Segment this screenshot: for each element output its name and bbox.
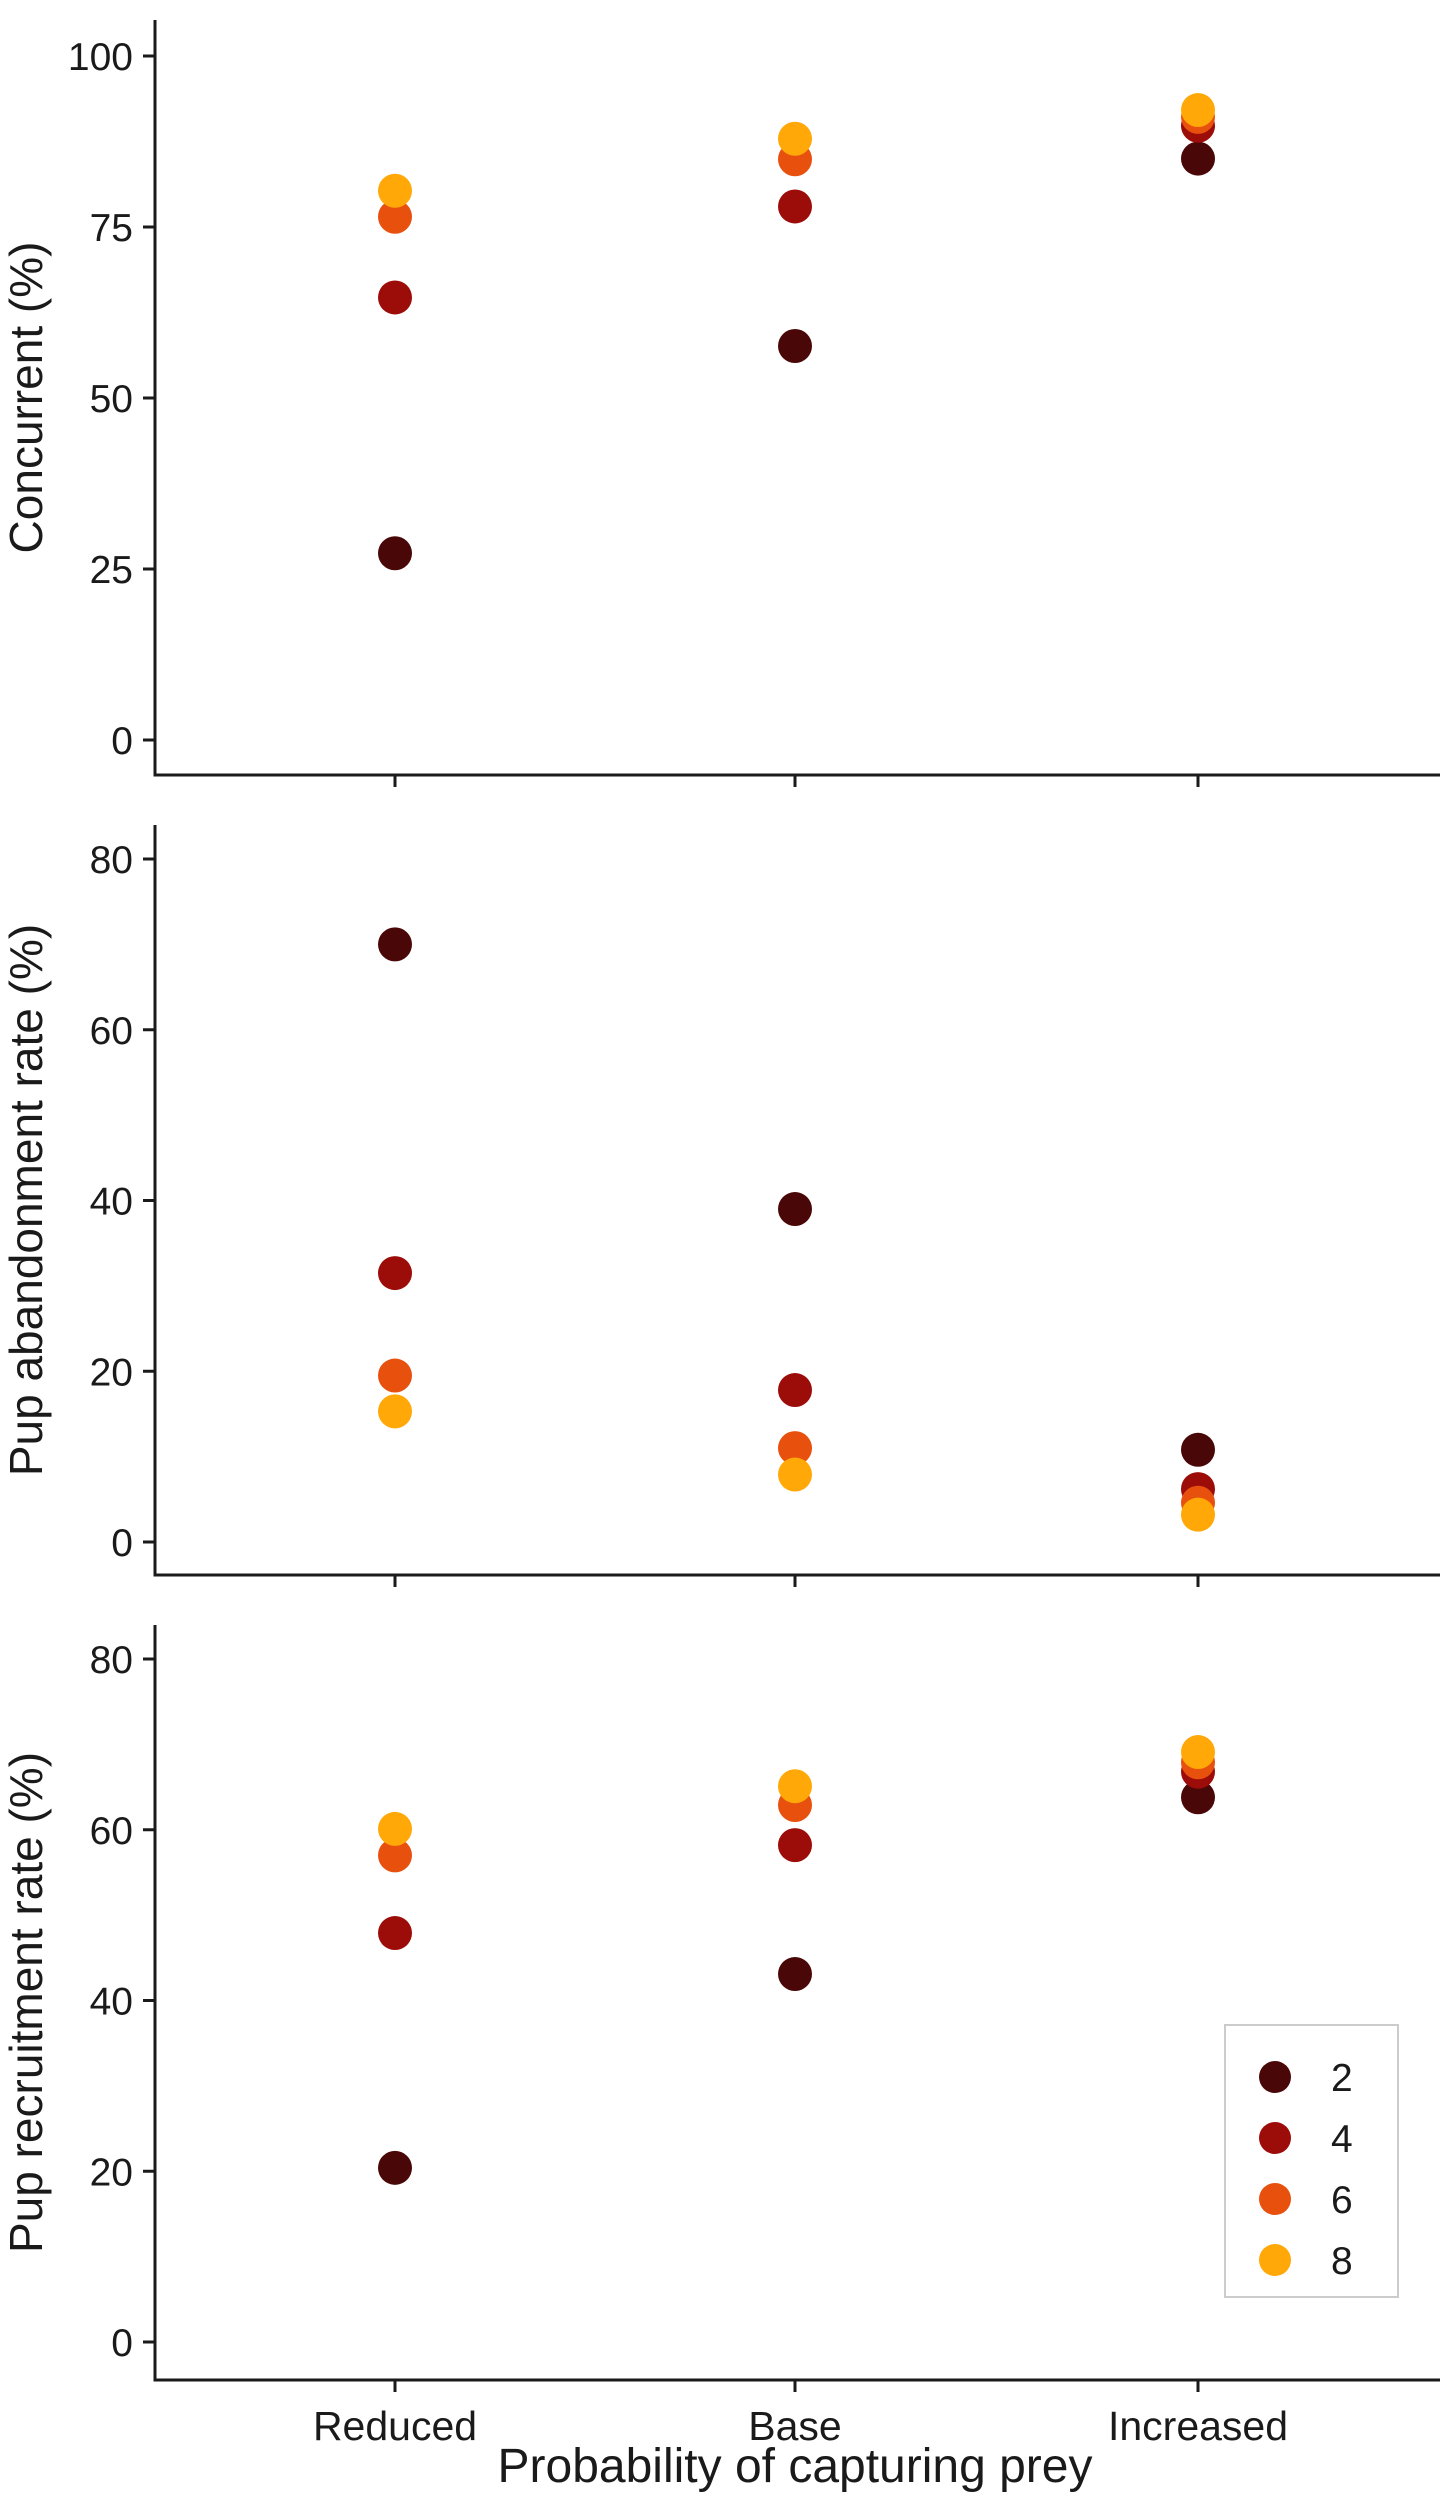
data-point-series-2: [378, 536, 412, 571]
data-point-series-8: [778, 121, 812, 156]
data-point-series-2: [378, 2150, 412, 2185]
y-tick-label: 100: [68, 36, 133, 79]
y-tick-label: 80: [90, 1639, 133, 1682]
data-point-series-4: [778, 1373, 812, 1408]
data-point-series-2: [378, 927, 412, 962]
data-point-series-8: [378, 1811, 412, 1846]
data-point-series-8: [778, 1769, 812, 1804]
data-point-series-8: [1181, 93, 1215, 128]
legend-label: 2: [1331, 2057, 1353, 2100]
legend-box: [1224, 2024, 1399, 2298]
data-point-series-6: [378, 1358, 412, 1393]
data-point-series-6: [378, 1838, 412, 1873]
data-point-series-2: [1181, 141, 1215, 176]
y-tick-label: 0: [111, 720, 133, 763]
data-point-series-8: [1181, 1735, 1215, 1770]
data-point-series-4: [378, 1916, 412, 1951]
data-point-series-4: [778, 1828, 812, 1863]
panel-1: 0 25 50 75 100 Concurrent (%): [0, 20, 1440, 787]
legend-label: 6: [1331, 2179, 1353, 2222]
y-tick-label: 40: [90, 1981, 133, 2024]
y-tick-label: 60: [90, 1010, 133, 1053]
data-point-series-2: [778, 1957, 812, 1992]
legend-label: 8: [1331, 2240, 1353, 2283]
data-point-series-8: [378, 173, 412, 208]
data-point-series-4: [378, 280, 412, 315]
legend-marker: [1259, 2244, 1291, 2276]
legend-marker: [1259, 2061, 1291, 2093]
data-point-series-6: [378, 199, 412, 234]
x-tick-label: Reduced: [313, 2403, 477, 2449]
y-axis-title: Pup recruitment rate (%): [0, 1752, 52, 2253]
panel-2: 0 20 40 60 80 Pup abandonment rate (%): [0, 825, 1440, 1587]
data-point-series-8: [1181, 1497, 1215, 1532]
y-tick-label: 25: [90, 549, 133, 592]
legend-marker: [1259, 2183, 1291, 2215]
y-tick-label: 0: [111, 2322, 133, 2365]
data-point-series-2: [778, 329, 812, 364]
legend: 2 4 6 8: [1224, 2024, 1399, 2298]
data-point-series-8: [378, 1394, 412, 1429]
y-tick-label: 40: [90, 1181, 133, 1224]
y-tick-label: 80: [90, 839, 133, 882]
y-axis-title: Pup abandonment rate (%): [0, 924, 52, 1476]
y-tick-label: 60: [90, 1810, 133, 1853]
legend-marker: [1259, 2122, 1291, 2154]
y-tick-label: 20: [90, 1351, 133, 1394]
x-tick-label: Increased: [1108, 2403, 1288, 2449]
data-point-series-2: [1181, 1432, 1215, 1467]
y-tick-label: 50: [90, 378, 133, 421]
x-axis-title: Probability of capturing prey: [498, 2440, 1093, 2493]
panel-3: 0 20 40 60 80 Reduced Base Increased Pup recruit…: [0, 1625, 1440, 2449]
y-tick-label: 75: [90, 207, 133, 250]
y-axis-title: Concurrent (%): [0, 242, 52, 554]
data-point-series-4: [378, 1256, 412, 1291]
data-point-series-8: [778, 1457, 812, 1492]
x-tick-label: Base: [748, 2403, 841, 2449]
y-tick-label: 20: [90, 2151, 133, 2194]
data-point-series-6: [778, 1431, 812, 1466]
data-point-series-2: [778, 1192, 812, 1227]
y-tick-label: 0: [111, 1522, 133, 1565]
data-point-series-2: [1181, 1780, 1215, 1815]
data-point-series-4: [778, 189, 812, 224]
legend-label: 4: [1331, 2118, 1353, 2161]
